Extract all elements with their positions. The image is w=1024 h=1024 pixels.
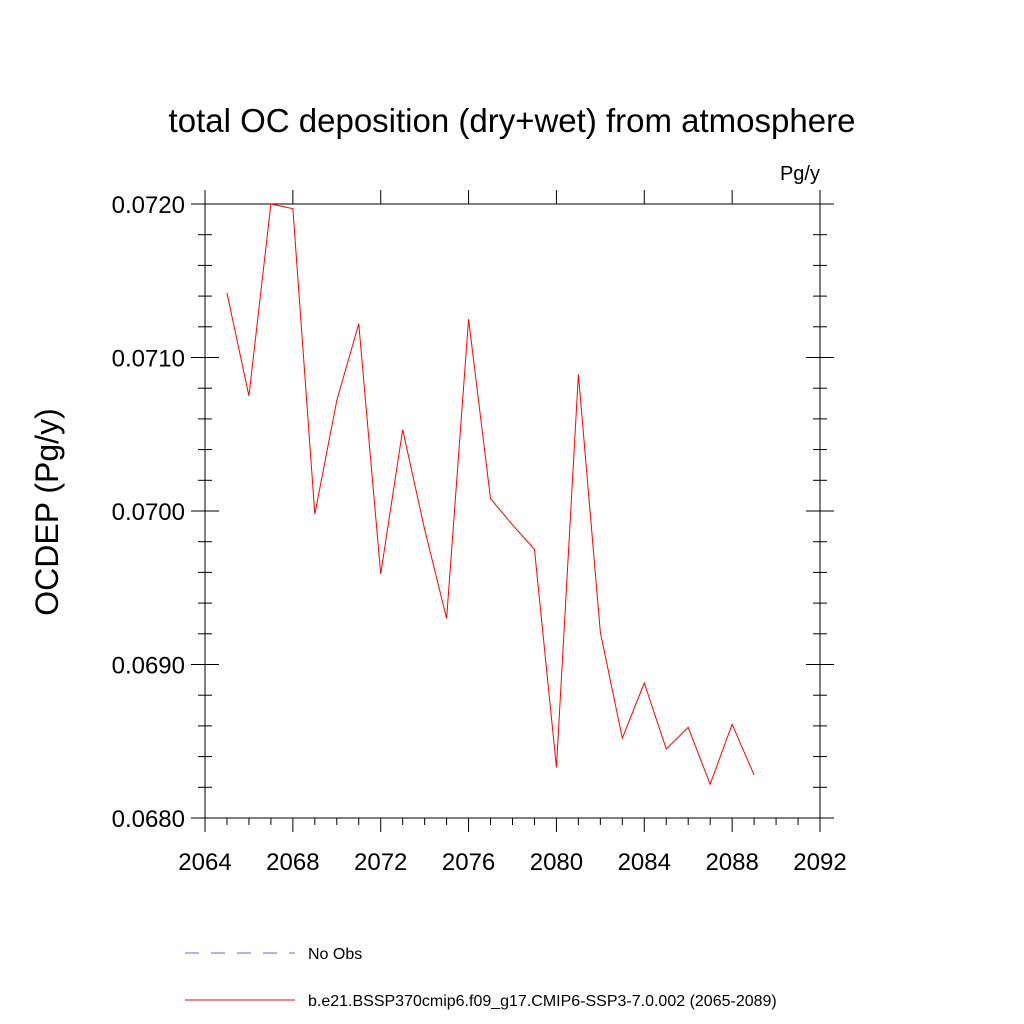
x-tick-label: 2088	[705, 849, 758, 876]
y-tick-label: 0.0720	[112, 192, 185, 219]
x-tick-label: 2080	[530, 849, 583, 876]
y-axis-label: OCDEP (Pg/y)	[29, 408, 65, 615]
y-tick-label: 0.0690	[112, 653, 185, 680]
series-line-0	[226, 203, 755, 786]
units-label: Pg/y	[780, 163, 820, 185]
data-series	[226, 203, 755, 786]
y-tick-label: 0.0710	[112, 346, 185, 373]
legend: No Obs b.e21.BSSP370cmip6.f09_g17.CMIP6-…	[185, 946, 777, 1010]
x-tick-label: 2072	[354, 849, 407, 876]
legend-label-no-obs: No Obs	[308, 946, 362, 963]
x-tick-label: 2084	[618, 849, 671, 876]
chart-title: total OC deposition (dry+wet) from atmos…	[169, 102, 856, 139]
y-tick-label: 0.0680	[112, 806, 185, 833]
y-tick-label: 0.0700	[112, 499, 185, 526]
axis-ticks	[191, 190, 834, 832]
x-tick-label: 2068	[266, 849, 319, 876]
x-tick-label: 2064	[178, 849, 231, 876]
x-tick-label: 2076	[442, 849, 495, 876]
legend-label-model-run: b.e21.BSSP370cmip6.f09_g17.CMIP6-SSP3-7.…	[308, 993, 777, 1010]
x-tick-label: 2092	[793, 849, 846, 876]
axis-tick-labels: 2064 2068 2072 2076 2080 2084 2088 2092 0.0680 0.…	[112, 192, 847, 876]
plot-frame	[204, 203, 821, 819]
